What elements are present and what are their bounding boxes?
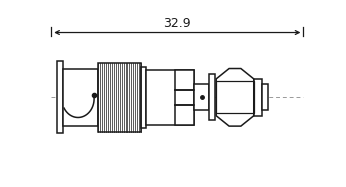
Text: 32.9: 32.9: [164, 17, 191, 30]
Bar: [63, 68, 98, 126]
Bar: [216, 82, 254, 113]
Bar: [175, 70, 194, 90]
Bar: [146, 70, 194, 125]
Bar: [209, 74, 215, 120]
Bar: [141, 67, 146, 128]
Bar: [57, 61, 63, 133]
Bar: [254, 79, 262, 116]
Bar: [175, 105, 194, 125]
Bar: [262, 84, 268, 110]
Bar: [98, 63, 141, 132]
Polygon shape: [216, 68, 254, 126]
Bar: [194, 84, 209, 110]
